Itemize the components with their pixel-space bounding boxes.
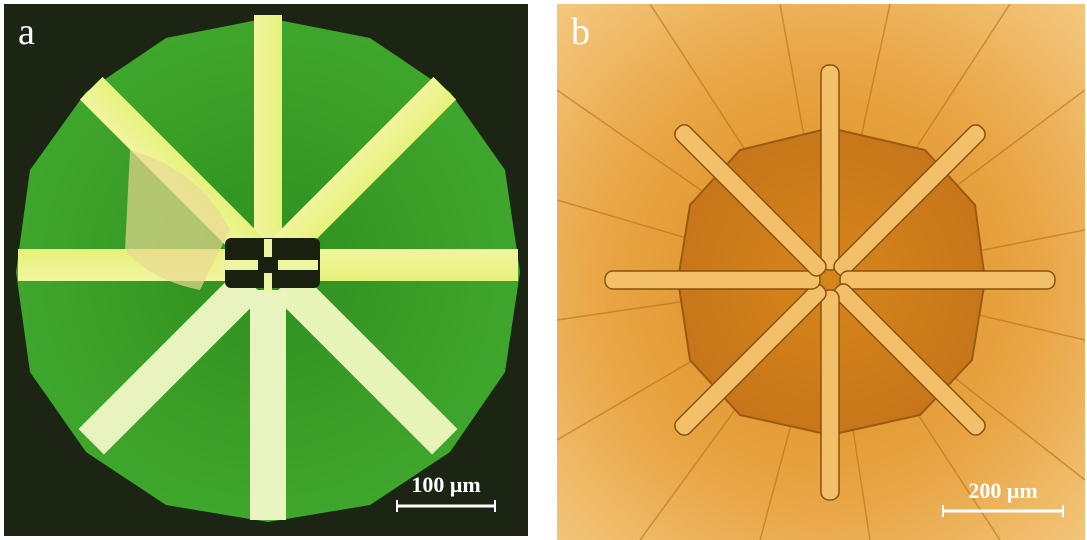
electrode [254, 15, 282, 240]
tip [264, 239, 272, 257]
panel-label: b [571, 11, 590, 53]
scale-bar-label: 200 μm [968, 478, 1037, 503]
panel-label: a [18, 11, 35, 53]
page: a 100 μm b 200 μm [0, 0, 1087, 540]
electrode [840, 271, 1055, 289]
panel-b: b 200 μm [557, 4, 1085, 540]
electrode [605, 271, 820, 289]
tip [220, 260, 258, 270]
scale-bar-label: 100 μm [411, 472, 480, 497]
electrode [821, 290, 839, 500]
tip [264, 273, 272, 291]
tip [278, 260, 318, 270]
electrode [250, 290, 286, 520]
electrode [821, 65, 839, 270]
electrode [303, 249, 518, 281]
figure: a 100 μm b 200 μm [0, 0, 1087, 540]
panel-a: a 100 μm [4, 4, 528, 536]
